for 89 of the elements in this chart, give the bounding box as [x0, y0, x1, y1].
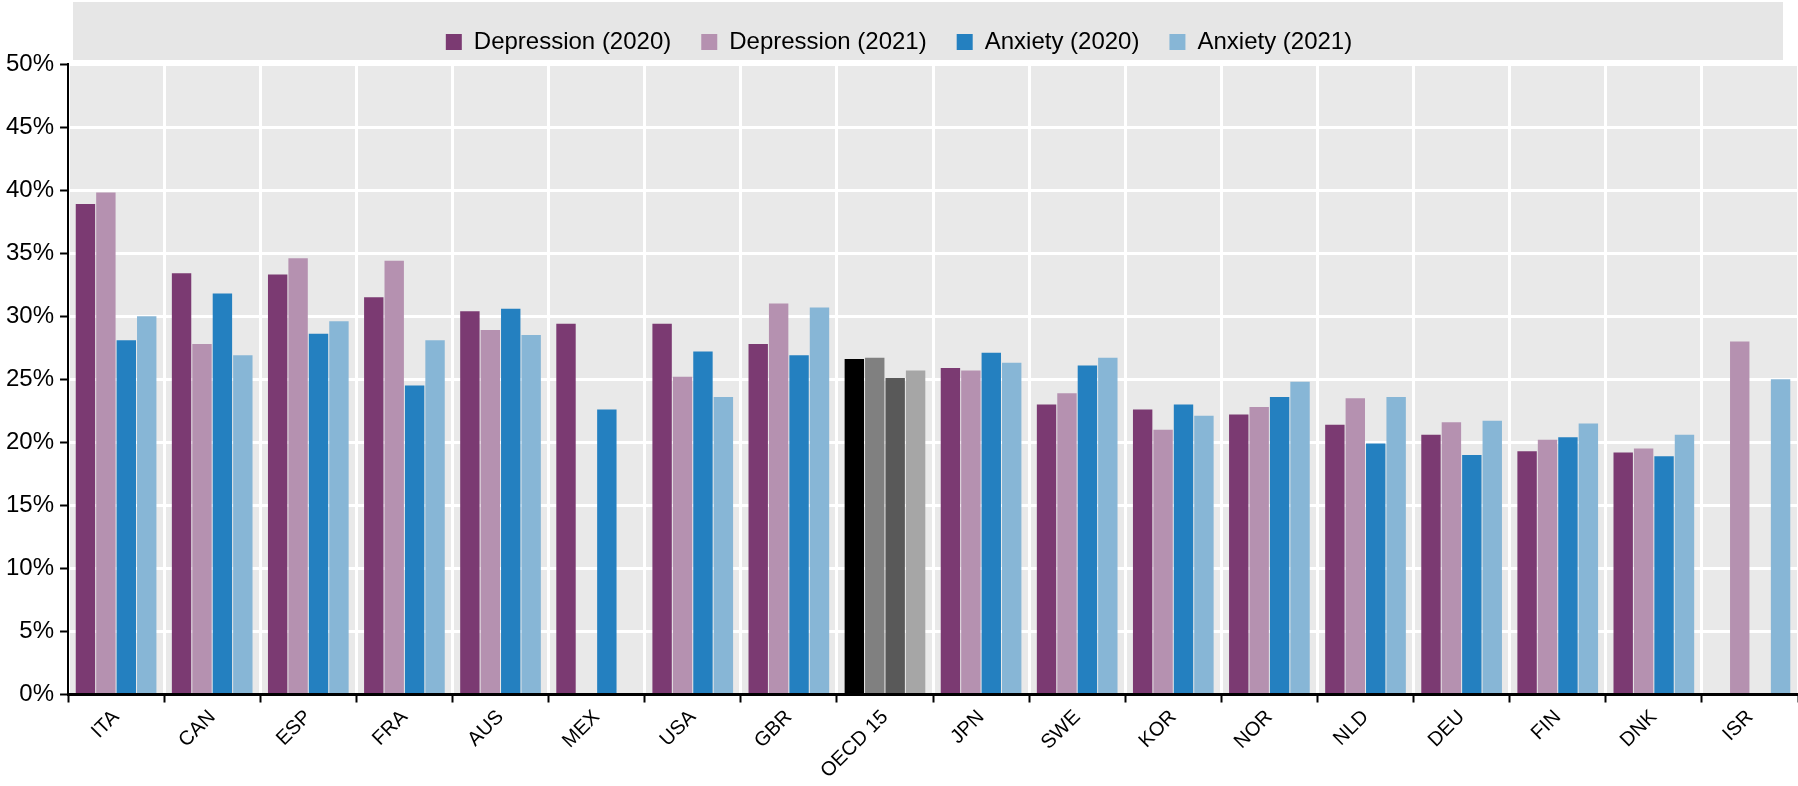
y-tick-label: 20%: [5, 426, 55, 454]
bar: [1194, 415, 1214, 694]
bar: [789, 355, 809, 694]
x-tick-label: FIN: [1526, 705, 1565, 744]
bar: [267, 274, 288, 694]
bar: [1325, 424, 1345, 694]
bar: [1441, 422, 1462, 694]
bar: [96, 192, 116, 694]
bar: [1002, 362, 1022, 694]
x-tick-label: JPN: [945, 705, 988, 748]
bar: [768, 303, 789, 694]
y-tick-label: 0%: [19, 679, 55, 707]
legend-label: Depression (2021): [729, 26, 927, 54]
bar: [556, 323, 576, 694]
bar: [233, 355, 253, 694]
bar: [1132, 409, 1153, 694]
bar: [1462, 454, 1482, 694]
bar: [480, 330, 501, 694]
bar: [1421, 434, 1441, 694]
bar: [1345, 398, 1365, 694]
bar: [693, 351, 713, 694]
bar: [865, 357, 885, 694]
bar: [809, 307, 830, 694]
bar: [192, 343, 212, 694]
bar: [713, 396, 734, 694]
y-tick-label: 10%: [5, 553, 55, 581]
bar: [501, 308, 521, 694]
y-tick-label: 50%: [5, 48, 55, 76]
bar: [905, 370, 926, 694]
bar: [940, 367, 961, 694]
bar: [1674, 434, 1695, 694]
bar: [1537, 439, 1558, 694]
bar: [425, 340, 445, 694]
bar: [1366, 443, 1386, 694]
bar: [1229, 414, 1249, 694]
x-tick-label: USA: [654, 704, 700, 750]
bar: [1153, 429, 1173, 694]
bar: [171, 273, 192, 694]
x-tick-label: ITA: [86, 704, 124, 742]
bar: [1613, 452, 1633, 694]
bar: [404, 385, 425, 694]
bar: [1290, 381, 1310, 694]
bar: [1036, 404, 1057, 694]
y-tick-label: 30%: [5, 300, 55, 328]
bar: [981, 352, 1001, 694]
y-tick-label: 45%: [5, 111, 55, 139]
bar: [308, 333, 329, 694]
bar: [1269, 396, 1290, 694]
x-tick-label: NLD: [1328, 705, 1373, 750]
bar: [1730, 341, 1750, 694]
bar: [1482, 420, 1502, 694]
bar: [521, 335, 541, 694]
bar: [1098, 357, 1118, 694]
bar: [1633, 448, 1654, 694]
legend-label: Anxiety (2020): [984, 26, 1140, 54]
bar: [1770, 379, 1791, 694]
y-tick-label: 15%: [5, 489, 55, 517]
bar: [652, 323, 672, 694]
bar: [961, 370, 981, 694]
bar: [1077, 365, 1098, 694]
bar: [597, 409, 617, 694]
bar: [212, 293, 233, 694]
y-tick-label: 25%: [5, 363, 55, 391]
bar: [329, 321, 349, 694]
bar: [460, 311, 480, 694]
legend-label: Depression (2020): [473, 26, 672, 54]
bar: [364, 297, 384, 694]
x-tick-label: ISR: [1717, 705, 1757, 745]
bar: [885, 377, 905, 694]
legend-label: Anxiety (2021): [1197, 26, 1353, 54]
bar: [288, 258, 308, 694]
bar: [1173, 404, 1194, 694]
x-tick-label: FRA: [367, 704, 412, 750]
bar: [1249, 407, 1269, 694]
y-tick-label: 40%: [5, 174, 55, 202]
y-tick-label: 35%: [5, 237, 55, 265]
y-tick-label: 5%: [19, 616, 55, 644]
bar: [1057, 393, 1077, 694]
bar: [75, 203, 96, 694]
bar: [137, 316, 157, 694]
bar: [748, 343, 768, 694]
bar: [1386, 396, 1406, 694]
bar: [116, 340, 136, 694]
bar: [672, 376, 693, 694]
bar: [1578, 423, 1599, 694]
bar: [384, 260, 404, 694]
bar: [1654, 456, 1674, 694]
bar: [1517, 451, 1537, 694]
bar: [1558, 437, 1578, 694]
